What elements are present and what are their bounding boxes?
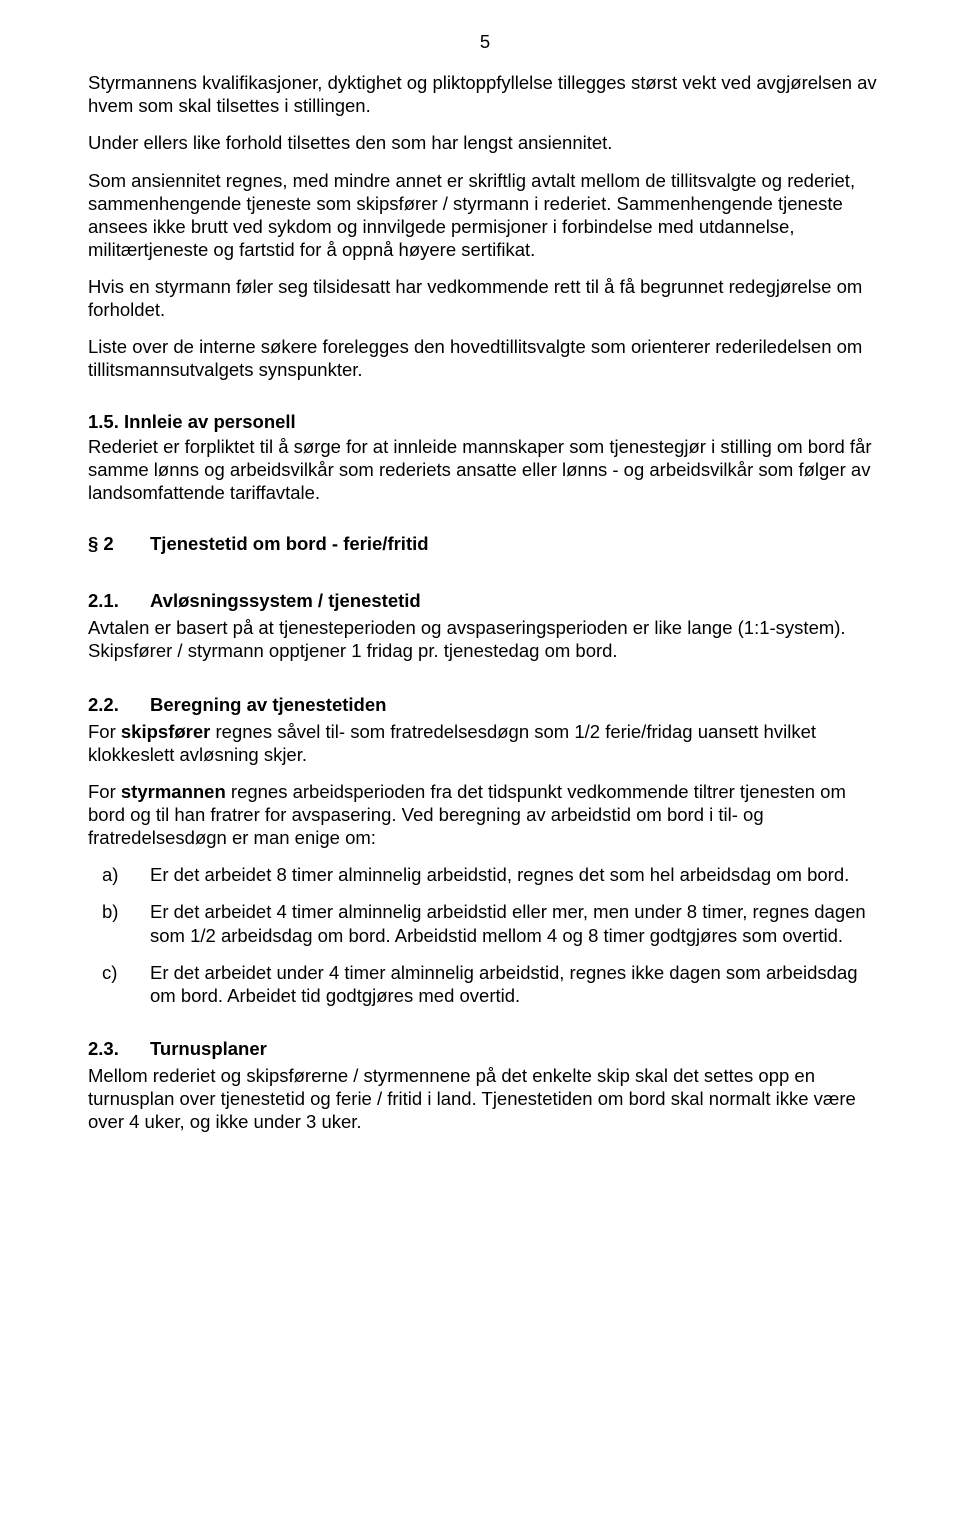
list-text: Er det arbeidet 8 timer alminnelig arbei… xyxy=(150,863,882,886)
page-number: 5 xyxy=(88,30,882,53)
paragraph: Liste over de interne søkere forelegges … xyxy=(88,335,882,381)
section-title: Turnusplaner xyxy=(150,1037,267,1060)
bold-text: skipsfører xyxy=(121,721,210,742)
ordered-list: a) Er det arbeidet 8 timer alminnelig ar… xyxy=(88,863,882,1007)
section-heading-2-1: 2.1. Avløsningssystem / tjenestetid xyxy=(88,589,882,612)
list-marker: a) xyxy=(88,863,150,886)
list-text: Er det arbeidet 4 timer alminnelig arbei… xyxy=(150,900,882,946)
document-page: 5 Styrmannens kvalifikasjoner, dyktighet… xyxy=(0,0,960,1520)
list-text: Er det arbeidet under 4 timer alminnelig… xyxy=(150,961,882,1007)
paragraph: Under ellers like forhold tilsettes den … xyxy=(88,131,882,154)
text: For xyxy=(88,721,121,742)
list-marker: b) xyxy=(88,900,150,946)
section-title: Beregning av tjenestetiden xyxy=(150,693,386,716)
section-heading-2: § 2 Tjenestetid om bord - ferie/fritid xyxy=(88,532,882,555)
section-heading-1-5: 1.5. Innleie av personell xyxy=(88,410,882,433)
list-item: c) Er det arbeidet under 4 timer alminne… xyxy=(88,961,882,1007)
paragraph: Rederiet er forpliktet til å sørge for a… xyxy=(88,435,882,504)
section-number: 2.2. xyxy=(88,693,150,716)
section-number: 2.1. xyxy=(88,589,150,612)
bold-text: styrmannen xyxy=(121,781,226,802)
section-title: Tjenestetid om bord - ferie/fritid xyxy=(150,532,429,555)
paragraph: For skipsfører regnes såvel til- som fra… xyxy=(88,720,882,766)
section-number: 2.3. xyxy=(88,1037,150,1060)
section-heading-2-2: 2.2. Beregning av tjenestetiden xyxy=(88,693,882,716)
list-marker: c) xyxy=(88,961,150,1007)
paragraph: Mellom rederiet og skipsførerne / styrme… xyxy=(88,1064,882,1133)
text: For xyxy=(88,781,121,802)
section-title: Avløsningssystem / tjenestetid xyxy=(150,589,421,612)
paragraph: Styrmannens kvalifikasjoner, dyktighet o… xyxy=(88,71,882,117)
paragraph: Hvis en styrmann føler seg tilsidesatt h… xyxy=(88,275,882,321)
paragraph: Avtalen er basert på at tjenesteperioden… xyxy=(88,616,882,662)
paragraph: Som ansiennitet regnes, med mindre annet… xyxy=(88,169,882,262)
list-item: a) Er det arbeidet 8 timer alminnelig ar… xyxy=(88,863,882,886)
section-heading-2-3: 2.3. Turnusplaner xyxy=(88,1037,882,1060)
list-item: b) Er det arbeidet 4 timer alminnelig ar… xyxy=(88,900,882,946)
section-number: § 2 xyxy=(88,532,150,555)
paragraph: For styrmannen regnes arbeidsperioden fr… xyxy=(88,780,882,849)
